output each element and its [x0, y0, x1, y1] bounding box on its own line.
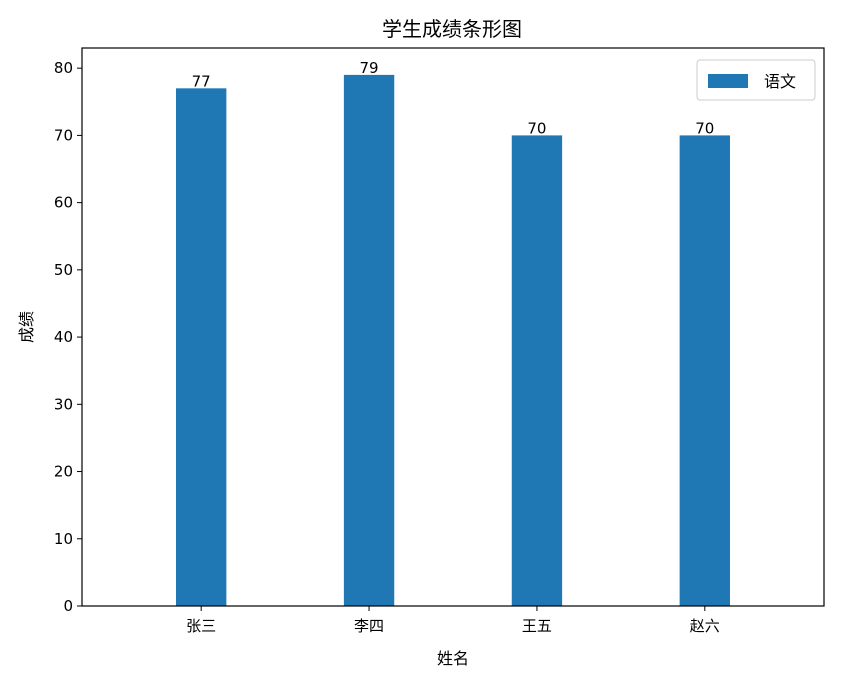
bar-3 — [511, 135, 563, 606]
y-tick-label: 20 — [54, 463, 73, 481]
y-axis-label: 成绩 — [17, 311, 36, 343]
x-tick-label: 赵六 — [690, 617, 720, 635]
y-tick-label: 70 — [54, 126, 73, 144]
x-axis-ticks: 张三 李四 王五 赵六 — [186, 606, 720, 635]
x-tick-label: 张三 — [186, 617, 216, 635]
legend-label: 语文 — [764, 72, 796, 91]
bar-value-label: 70 — [527, 119, 546, 137]
y-tick-label: 40 — [54, 328, 73, 346]
y-axis-ticks: 0 10 20 30 40 50 60 70 80 — [54, 59, 82, 615]
y-tick-label: 10 — [54, 530, 73, 548]
x-axis-label: 姓名 — [437, 649, 469, 668]
bar-value-label: 77 — [192, 72, 211, 90]
bar-4 — [679, 135, 730, 606]
bar-value-label: 70 — [695, 119, 714, 137]
y-tick-label: 60 — [54, 194, 73, 212]
bar-labels-group: 77 79 70 70 — [192, 59, 715, 138]
y-tick-label: 30 — [54, 395, 73, 413]
plot-area-frame — [81, 47, 825, 607]
y-tick-label: 50 — [54, 261, 73, 279]
legend: 语文 — [696, 59, 816, 101]
x-tick-label: 王五 — [522, 617, 552, 635]
legend-swatch — [708, 74, 748, 88]
bar-1 — [176, 88, 227, 607]
y-tick-label: 80 — [54, 59, 73, 77]
chart-title: 学生成绩条形图 — [382, 17, 522, 41]
bar-2 — [343, 74, 395, 606]
x-tick-label: 李四 — [354, 617, 384, 635]
legend-box — [696, 59, 816, 101]
bar-value-label: 79 — [360, 59, 379, 77]
bars-group — [176, 74, 730, 607]
y-tick-label: 0 — [63, 597, 73, 615]
